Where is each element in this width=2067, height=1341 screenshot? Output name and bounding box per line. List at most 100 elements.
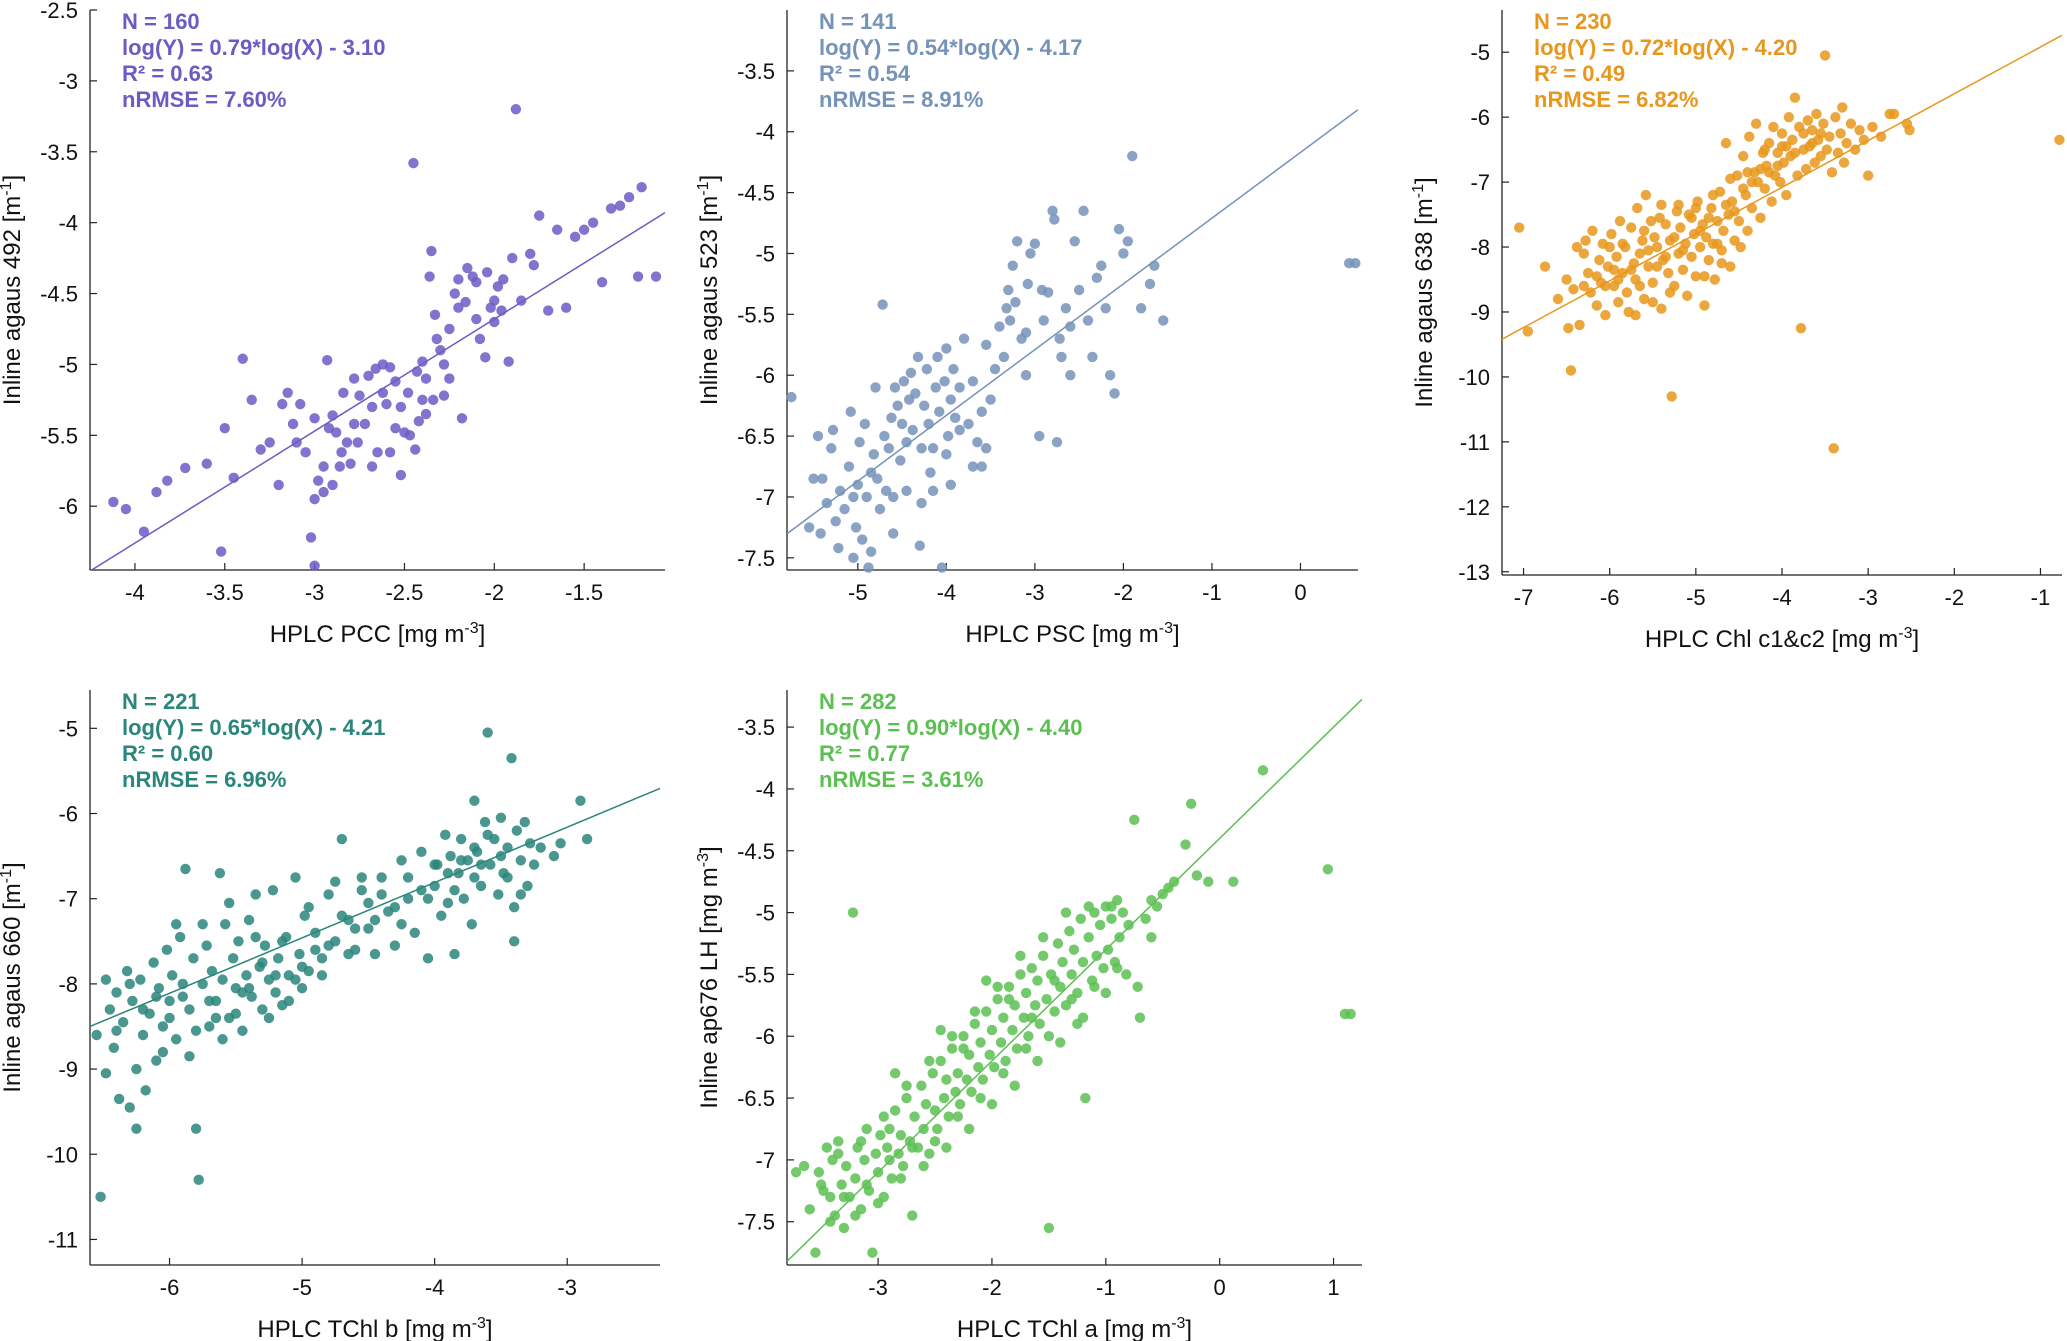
data-point (854, 436, 865, 448)
data-point (431, 333, 442, 345)
data-point (848, 552, 859, 564)
x-tick-label: -1 (1096, 1275, 1116, 1300)
y-tick-label: -5 (1470, 40, 1490, 65)
data-point (502, 842, 513, 853)
y-tick-label: -9 (58, 1057, 78, 1082)
data-point (1140, 913, 1151, 924)
x-tick-label: -5 (848, 580, 868, 605)
data-point (1041, 993, 1052, 1005)
data-point (995, 1037, 1007, 1048)
data-point (506, 752, 517, 764)
y-tick-label: -5 (755, 241, 775, 266)
data-point (485, 859, 496, 870)
data-point (1026, 1012, 1038, 1023)
data-point (458, 893, 470, 904)
data-point (1651, 241, 1663, 253)
data-point (945, 394, 956, 405)
data-point (989, 1061, 1000, 1073)
data-point (886, 1173, 897, 1184)
data-point (1007, 260, 1018, 271)
x-tick-label: 0 (1214, 1275, 1226, 1300)
data-point (135, 974, 146, 985)
data-point (1043, 1031, 1055, 1042)
data-point (1738, 150, 1749, 162)
data-point (1845, 118, 1857, 129)
data-point (895, 455, 906, 466)
data-point (1582, 267, 1594, 279)
data-point (1009, 1080, 1020, 1091)
data-point (948, 363, 959, 375)
data-point (821, 497, 833, 509)
data-point (852, 479, 864, 490)
x-tick-label: -6 (160, 1275, 180, 1300)
data-point (435, 345, 446, 356)
data-point (1660, 219, 1671, 230)
data-point (389, 940, 401, 951)
data-point (984, 1049, 995, 1060)
data-point (967, 461, 979, 472)
data-point (148, 957, 159, 968)
data-point (108, 496, 119, 508)
data-point (429, 859, 440, 870)
data-point (424, 271, 435, 282)
data-point (980, 443, 992, 454)
data-point (1075, 913, 1086, 924)
data-point (1772, 160, 1783, 172)
data-point (850, 1210, 861, 1221)
y-tick-label: -11 (1460, 430, 1490, 455)
data-point (321, 354, 333, 366)
data-point (164, 995, 175, 1007)
data-point (1632, 202, 1643, 214)
data-point (1858, 134, 1870, 146)
y-tick-label: -6 (58, 494, 78, 519)
data-point (825, 1216, 836, 1227)
data-point (1768, 121, 1779, 133)
data-point (456, 413, 468, 424)
data-point (914, 540, 925, 551)
data-point (1660, 251, 1671, 262)
data-point (177, 991, 188, 1002)
data-point (343, 948, 354, 960)
data-point (1135, 303, 1147, 314)
y-tick-label: -4 (58, 211, 78, 236)
x-tick-label: -7 (1514, 585, 1534, 610)
data-point (214, 867, 226, 879)
data-point (495, 812, 507, 823)
panel-tchla: -3 -2 -1 0 1 -7.5 -7 -6.5 -6 -5.5 -5 -4.5 -4 -3.5 HPLC… (695, 689, 1362, 1341)
data-point (1080, 1092, 1091, 1104)
data-point (462, 262, 473, 274)
data-point (444, 323, 455, 335)
data-point (605, 203, 617, 214)
data-point (1096, 260, 1107, 271)
data-point (943, 1111, 954, 1122)
data-point (1742, 225, 1753, 237)
data-point (323, 889, 334, 900)
data-point (941, 1142, 952, 1153)
data-point (1656, 303, 1667, 314)
data-point (1098, 963, 1109, 974)
x-tick-label: -2 (485, 580, 505, 605)
data-point (650, 271, 662, 282)
data-point (197, 978, 208, 990)
data-point (1585, 287, 1596, 298)
stats-annotation: nRMSE = 7.60% (122, 87, 286, 112)
data-point (1613, 297, 1624, 308)
y-tick-label: -2.5 (40, 0, 78, 23)
data-point (237, 353, 248, 364)
data-point (1003, 993, 1015, 1005)
data-point (153, 982, 165, 994)
data-point (1104, 370, 1116, 381)
data-point (475, 880, 487, 892)
data-point (932, 351, 943, 363)
data-point (381, 398, 392, 410)
y-tick-label: -8 (58, 972, 78, 997)
data-point (1073, 284, 1085, 296)
data-point (1066, 969, 1077, 980)
data-point (972, 436, 983, 448)
data-point (986, 1024, 998, 1036)
data-point (1228, 876, 1239, 887)
data-point (291, 437, 302, 448)
y-tick-label: -6 (755, 1024, 775, 1049)
data-point (395, 469, 407, 481)
data-point (1113, 223, 1125, 235)
